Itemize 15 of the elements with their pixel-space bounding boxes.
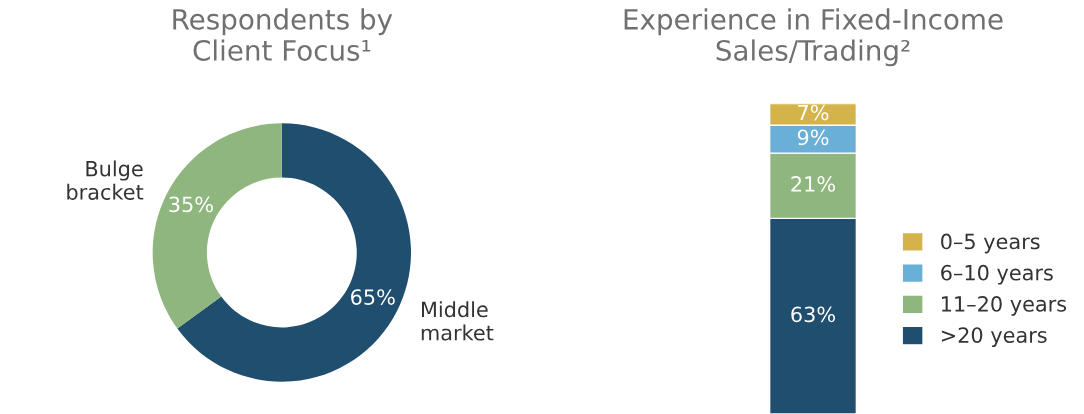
data-label: 9% [797,129,829,146]
chart-title: Respondents by Client Focus¹ [173,8,393,61]
chart-title: Experience in Fixed-Income Sales/Trading² [624,8,1003,67]
data-label: 65% [351,289,395,305]
data-label: 35% [169,196,213,213]
data-label: 21% [791,176,835,192]
legend-label: >20 years [941,327,1047,348]
slice-label: Bulge bracket [67,160,144,200]
legend-label: 11–20 years [942,296,1067,316]
data-label: 7% [798,104,829,121]
legend-label: 6–10 years [941,264,1053,285]
slice-label: Middle market [421,301,494,341]
donut-slice [152,123,282,329]
data-label: 63% [791,306,835,323]
legend-label: 0–5 years [941,233,1040,254]
